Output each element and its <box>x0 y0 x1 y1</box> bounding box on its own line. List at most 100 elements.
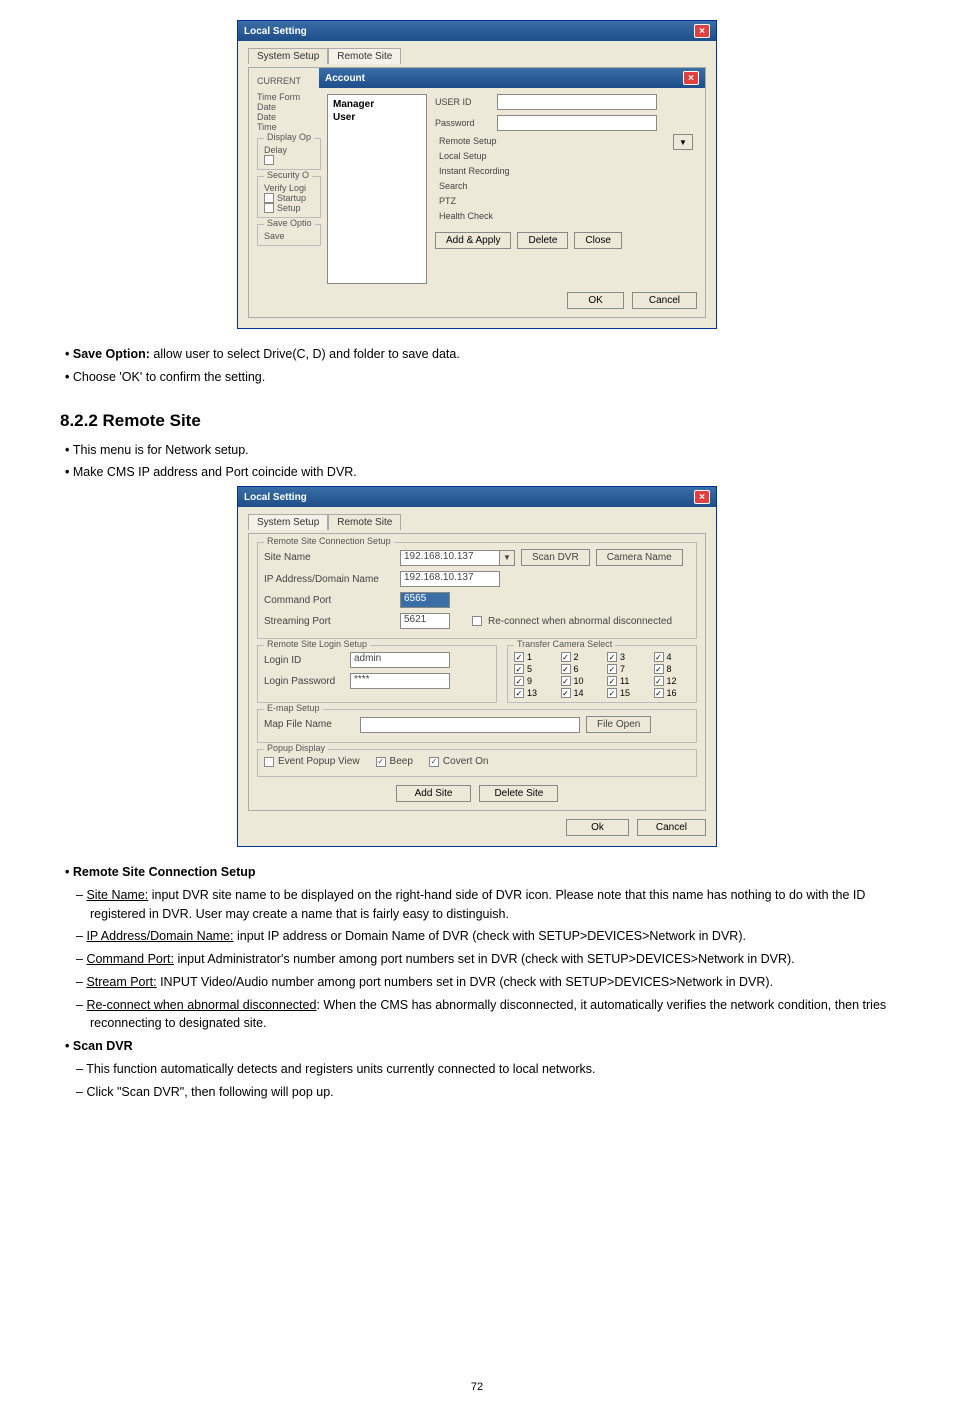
checkbox-icon[interactable]: ✓ <box>429 757 439 767</box>
camera-checkbox-13[interactable]: ✓13 <box>514 688 551 698</box>
login-pw-input[interactable]: **** <box>350 673 450 689</box>
checkbox-icon[interactable] <box>472 616 482 626</box>
account-listbox[interactable]: Manager User <box>327 94 427 284</box>
checkbox-icon[interactable] <box>264 193 274 203</box>
camera-checkbox-6[interactable]: ✓6 <box>561 664 598 674</box>
ok-button-2[interactable]: Ok <box>566 819 629 836</box>
checkbox-icon[interactable]: ✓ <box>607 664 617 674</box>
dialog2-titlebar: Local Setting × <box>238 487 716 507</box>
checkbox-icon[interactable]: ✓ <box>654 676 664 686</box>
dialog2-panel: Remote Site Connection Setup Site Name 1… <box>248 533 706 811</box>
scan-dvr-heading: Scan DVR <box>60 1037 894 1056</box>
cancel-button-2[interactable]: Cancel <box>637 819 706 836</box>
checkbox-icon[interactable]: ✓ <box>654 688 664 698</box>
dialog1-tabs: System SetupRemote Site <box>248 47 706 63</box>
camera-checkbox-3[interactable]: ✓3 <box>607 652 644 662</box>
camera-checkbox-8[interactable]: ✓8 <box>654 664 691 674</box>
close-button[interactable]: Close <box>574 232 622 249</box>
add-apply-button[interactable]: Add & Apply <box>435 232 511 249</box>
file-open-button[interactable]: File Open <box>586 716 651 733</box>
remote-conn-heading: Remote Site Connection Setup <box>60 863 894 882</box>
login-id-input[interactable]: admin <box>350 652 450 668</box>
checkbox-icon[interactable]: ✓ <box>561 664 571 674</box>
checkbox-icon[interactable] <box>264 757 274 767</box>
camera-checkbox-7[interactable]: ✓7 <box>607 664 644 674</box>
camera-checkbox-11[interactable]: ✓11 <box>607 676 644 686</box>
camera-checkbox-9[interactable]: ✓9 <box>514 676 551 686</box>
dialog1-body: System SetupRemote Site CURRENT Time For… <box>238 41 716 328</box>
tab-system-setup[interactable]: System Setup <box>248 48 328 64</box>
userid-input[interactable] <box>497 94 657 110</box>
camera-checkbox-10[interactable]: ✓10 <box>561 676 598 686</box>
ok-button[interactable]: OK <box>567 292 623 309</box>
checkbox-icon[interactable]: ✓ <box>654 652 664 662</box>
instant-rec-label: Instant Recording <box>439 166 510 176</box>
camera-checkbox-2[interactable]: ✓2 <box>561 652 598 662</box>
verify-login-label: Verify Logi <box>264 183 314 193</box>
tab-system-setup-2[interactable]: System Setup <box>248 514 328 530</box>
checkbox-icon[interactable]: ✓ <box>514 652 524 662</box>
account-item-user[interactable]: User <box>331 111 423 124</box>
login-pw-label: Login Password <box>264 676 344 687</box>
ip-label: IP Address/Domain Name <box>264 574 394 585</box>
delete-site-button[interactable]: Delete Site <box>479 785 558 802</box>
checkbox-icon[interactable]: ✓ <box>561 652 571 662</box>
dialog2-tabs: System SetupRemote Site <box>248 513 706 529</box>
display-op-legend: Display Op <box>264 132 314 142</box>
checkbox-icon[interactable]: ✓ <box>561 688 571 698</box>
emap-legend: E-map Setup <box>264 703 323 713</box>
checkbox-icon[interactable]: ✓ <box>607 652 617 662</box>
chevron-down-icon[interactable]: ▼ <box>499 550 515 566</box>
checkbox-icon[interactable]: ✓ <box>607 688 617 698</box>
add-site-button[interactable]: Add Site <box>396 785 472 802</box>
checkbox-icon[interactable]: ✓ <box>376 757 386 767</box>
beep-label: Beep <box>390 756 413 767</box>
date-label-2: Date <box>257 112 321 122</box>
close-icon[interactable]: × <box>683 71 699 85</box>
cancel-button[interactable]: Cancel <box>632 292 697 309</box>
camera-checkbox-5[interactable]: ✓5 <box>514 664 551 674</box>
ip-input[interactable]: 192.168.10.137 <box>400 571 500 587</box>
checkbox-icon[interactable]: ✓ <box>514 688 524 698</box>
mapfile-label: Map File Name <box>264 719 354 730</box>
checkbox-icon[interactable]: ✓ <box>514 676 524 686</box>
dialog1-panel: CURRENT Time Form Date Date Time Display… <box>248 67 706 318</box>
checkbox-icon[interactable] <box>264 203 274 213</box>
checkbox-icon[interactable]: ✓ <box>514 664 524 674</box>
stream-port-desc: Stream Port: INPUT Video/Audio number am… <box>60 973 894 992</box>
dialog2-container: Local Setting × System Setup Remote Site … <box>60 486 894 847</box>
camera-checkbox-1[interactable]: ✓1 <box>514 652 551 662</box>
account-item-manager[interactable]: Manager <box>331 98 423 111</box>
checkbox-icon[interactable]: ✓ <box>654 664 664 674</box>
coverton-label: Covert On <box>443 756 489 767</box>
dialog2-title: Local Setting <box>244 492 307 503</box>
dropdown-icon[interactable]: ▼ <box>673 134 693 150</box>
camera-checkbox-15[interactable]: ✓15 <box>607 688 644 698</box>
stream-port-input[interactable]: 5621 <box>400 613 450 629</box>
site-name-input[interactable]: 192.168.10.137 <box>400 550 500 566</box>
mapfile-input[interactable] <box>360 717 580 733</box>
password-input[interactable] <box>497 115 657 131</box>
choose-ok-text: Choose 'OK' to confirm the setting. <box>60 368 894 387</box>
checkbox-icon[interactable] <box>264 155 274 165</box>
camera-checkbox-12[interactable]: ✓12 <box>654 676 691 686</box>
checkbox-icon[interactable]: ✓ <box>607 676 617 686</box>
checkbox-icon[interactable]: ✓ <box>561 676 571 686</box>
date-label-1: Date <box>257 102 321 112</box>
cmd-port-desc: Command Port: input Administrator's numb… <box>60 950 894 969</box>
time-label: Time <box>257 122 321 132</box>
camera-name-button[interactable]: Camera Name <box>596 549 683 566</box>
cmd-port-input[interactable]: 6565 <box>400 592 450 608</box>
close-icon[interactable]: × <box>694 490 710 504</box>
close-icon[interactable]: × <box>694 24 710 38</box>
tab-remote-site-2[interactable]: Remote Site <box>328 514 401 530</box>
camera-checkbox-4[interactable]: ✓4 <box>654 652 691 662</box>
tab-remote-site[interactable]: Remote Site <box>328 48 401 64</box>
camera-checkbox-14[interactable]: ✓14 <box>561 688 598 698</box>
scan-dvr-button[interactable]: Scan DVR <box>521 549 590 566</box>
camera-label: 8 <box>667 664 672 674</box>
camera-checkbox-16[interactable]: ✓16 <box>654 688 691 698</box>
local-setting-dialog-2: Local Setting × System Setup Remote Site … <box>237 486 717 847</box>
delete-button[interactable]: Delete <box>517 232 568 249</box>
camera-label: 14 <box>574 688 584 698</box>
